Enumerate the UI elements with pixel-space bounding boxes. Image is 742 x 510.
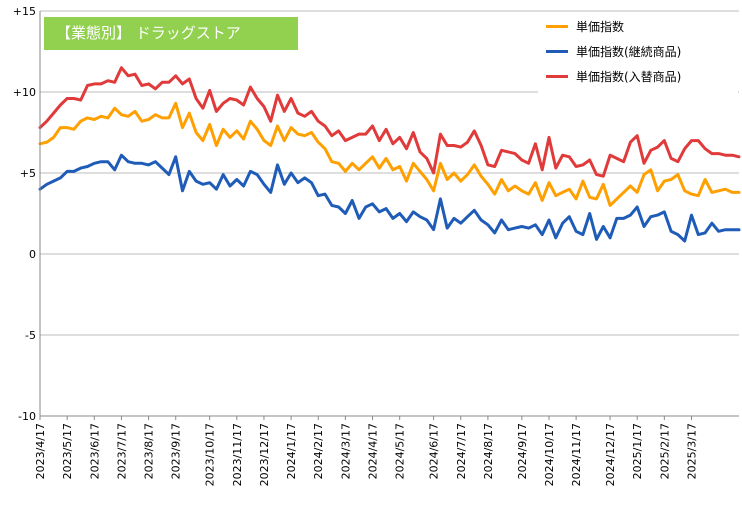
- x-tick-label: 2023/7/17: [115, 423, 128, 479]
- x-tick-label: 2023/5/17: [61, 423, 74, 479]
- x-tick-label: 2024/1/17: [285, 423, 298, 479]
- x-tick-label: 2023/6/17: [88, 423, 101, 479]
- x-tick-label: 2023/9/17: [170, 423, 183, 479]
- x-tick-label: 2024/3/17: [339, 423, 352, 479]
- x-tick-label: 2023/8/17: [143, 423, 156, 479]
- legend: 単価指数 単価指数(継続商品) 単価指数(入替商品): [538, 14, 738, 94]
- x-tick-label: 2024/8/17: [482, 423, 495, 479]
- x-tick-label: 2023/11/17: [231, 423, 244, 486]
- series-line-1: [38, 153, 741, 243]
- x-tick-label: 2024/2/17: [312, 423, 325, 479]
- y-tick-label: -5: [25, 329, 36, 342]
- category-badge-label: 【業態別】 ドラッグストア: [56, 24, 241, 42]
- x-tick-label: 2024/12/17: [604, 423, 617, 486]
- y-tick-label: +10: [13, 86, 36, 99]
- x-tick-label: 2024/5/17: [394, 423, 407, 479]
- x-tick-label: 2024/4/17: [367, 423, 380, 479]
- legend-label-continuing: 単価指数(継続商品): [576, 45, 682, 59]
- x-tick-label: 2024/10/17: [543, 423, 556, 486]
- x-tick-label: 2024/11/17: [570, 423, 583, 486]
- x-tick-label: 2024/7/17: [455, 423, 468, 479]
- y-tick-label: -10: [18, 410, 36, 423]
- series-line-0: [38, 101, 741, 207]
- y-tick-label: 0: [29, 248, 36, 261]
- x-tick-label: 2025/2/17: [658, 423, 671, 479]
- series-lines: [38, 66, 741, 243]
- legend-label-replacement: 単価指数(入替商品): [576, 70, 682, 84]
- legend-swatch-unit-price: [546, 25, 568, 28]
- legend-label-unit-price: 単価指数: [576, 20, 625, 34]
- legend-swatch-replacement: [546, 75, 568, 78]
- series-line-2: [38, 66, 741, 178]
- x-tick-label: 2023/12/17: [258, 423, 271, 486]
- x-tick-label: 2023/4/17: [34, 423, 47, 479]
- x-tick-label: 2025/3/17: [685, 423, 698, 479]
- x-tick-label: 2023/10/17: [204, 423, 217, 486]
- x-tick-label: 2024/9/17: [516, 423, 529, 479]
- legend-swatch-continuing: [546, 50, 568, 53]
- x-tick-label: 2025/1/17: [631, 423, 644, 479]
- y-tick-label: +15: [13, 5, 36, 18]
- category-badge: 【業態別】 ドラッグストア: [44, 17, 298, 50]
- x-tick-label: 2024/6/17: [428, 423, 441, 479]
- y-tick-label: +5: [20, 167, 36, 180]
